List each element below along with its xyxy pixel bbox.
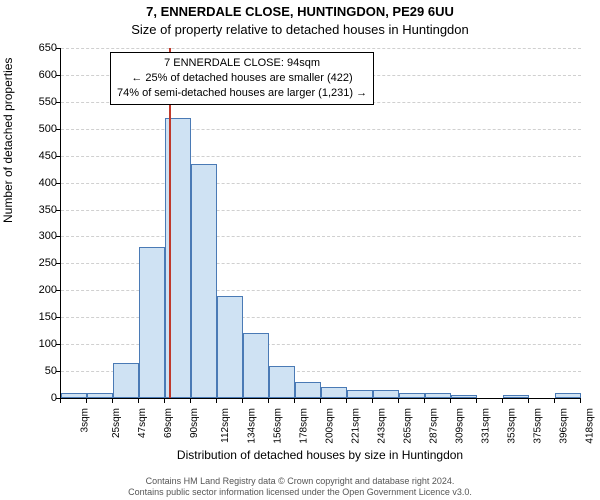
- xtick-label: 418sqm: [585, 408, 600, 444]
- ytick-label: 0: [17, 392, 57, 404]
- histogram-bar: [191, 164, 217, 398]
- histogram-bar: [113, 363, 139, 398]
- ytick-label: 350: [17, 204, 57, 216]
- footer-line1: Contains HM Land Registry data © Crown c…: [0, 476, 600, 487]
- histogram-bar: [243, 333, 269, 398]
- xtick-mark: [580, 399, 581, 403]
- histogram-bar: [321, 387, 347, 398]
- annotation-line3: 74% of semi-detached houses are larger (…: [117, 86, 367, 101]
- ytick-label: 50: [17, 365, 57, 377]
- ytick-label: 150: [17, 311, 57, 323]
- gridline: [61, 156, 581, 157]
- ytick-label: 250: [17, 257, 57, 269]
- chart-root: 7, ENNERDALE CLOSE, HUNTINGDON, PE29 6UU…: [0, 0, 600, 500]
- gridline: [61, 129, 581, 130]
- histogram-bar: [503, 395, 529, 398]
- histogram-bar: [61, 393, 87, 398]
- x-axis-ticks: 3sqm25sqm47sqm69sqm90sqm112sqm134sqm156s…: [60, 400, 580, 450]
- histogram-bar: [373, 390, 399, 398]
- histogram-bar: [347, 390, 373, 398]
- footer-attribution: Contains HM Land Registry data © Crown c…: [0, 476, 600, 499]
- chart-title-line1: 7, ENNERDALE CLOSE, HUNTINGDON, PE29 6UU: [0, 4, 600, 19]
- footer-line2: Contains public sector information licen…: [0, 487, 600, 498]
- annotation-box: 7 ENNERDALE CLOSE: 94sqm ← 25% of detach…: [110, 52, 374, 105]
- histogram-bar: [139, 247, 165, 398]
- chart-title-line2: Size of property relative to detached ho…: [0, 22, 600, 37]
- gridline: [61, 210, 581, 211]
- ytick-label: 300: [17, 230, 57, 242]
- ytick-label: 600: [17, 69, 57, 81]
- gridline: [61, 183, 581, 184]
- ytick-label: 500: [17, 123, 57, 135]
- histogram-bar: [399, 393, 425, 398]
- histogram-bar: [217, 296, 243, 398]
- annotation-line1: 7 ENNERDALE CLOSE: 94sqm: [117, 56, 367, 71]
- gridline: [61, 236, 581, 237]
- ytick-label: 200: [17, 284, 57, 296]
- gridline: [61, 48, 581, 49]
- ytick-label: 400: [17, 177, 57, 189]
- ytick-label: 450: [17, 150, 57, 162]
- ytick-label: 100: [17, 338, 57, 350]
- histogram-bar: [425, 393, 451, 398]
- histogram-bar: [269, 366, 295, 398]
- annotation-line2: ← 25% of detached houses are smaller (42…: [117, 71, 367, 86]
- x-axis-label: Distribution of detached houses by size …: [60, 448, 580, 462]
- y-axis-label: Number of detached properties: [1, 58, 15, 223]
- histogram-bar: [295, 382, 321, 398]
- ytick-label: 650: [17, 42, 57, 54]
- ytick-label: 550: [17, 96, 57, 108]
- histogram-bar: [451, 395, 477, 398]
- histogram-bar: [87, 393, 113, 398]
- histogram-bar: [555, 393, 581, 398]
